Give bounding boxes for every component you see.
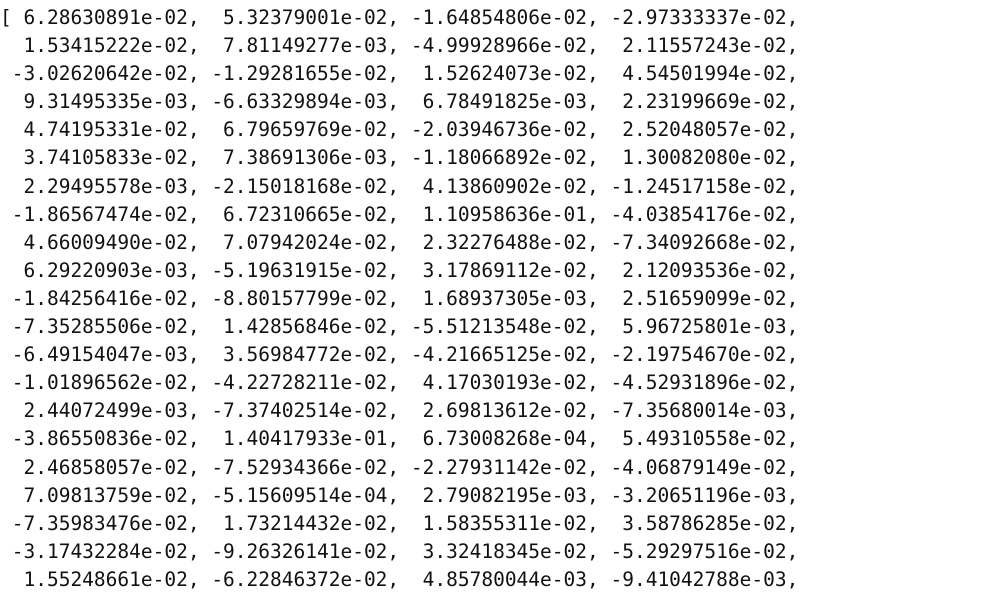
output-line: 6.29220903e-03, -5.19631915e-02, 3.17869… [0, 258, 799, 282]
output-line: 2.46858057e-02, -7.52934366e-02, -2.2793… [0, 455, 799, 479]
output-line: 1.55248661e-02, -6.22846372e-02, 4.85780… [0, 567, 799, 591]
output-line: 7.09813759e-02, -5.15609514e-04, 2.79082… [0, 483, 799, 507]
output-line: 2.29495578e-03, -2.15018168e-02, 4.13860… [0, 174, 799, 198]
output-line: -7.35983476e-02, 1.73214432e-02, 1.58355… [0, 511, 799, 535]
output-line: -1.86567474e-02, 6.72310665e-02, 1.10958… [0, 202, 799, 226]
output-line: 4.74195331e-02, 6.79659769e-02, -2.03946… [0, 118, 799, 142]
output-line: 1.53415222e-02, 7.81149277e-03, -4.99928… [0, 34, 799, 58]
output-line: 3.74105833e-02, 7.38691306e-03, -1.18066… [0, 146, 799, 170]
output-line: -3.02620642e-02, -1.29281655e-02, 1.5262… [0, 62, 799, 86]
output-line: [ 6.28630891e-02, 5.32379001e-02, -1.648… [0, 6, 799, 29]
output-line: 4.66009490e-02, 7.07942024e-02, 2.322764… [0, 230, 799, 254]
output-line: -7.35285506e-02, 1.42856846e-02, -5.5121… [0, 315, 799, 339]
output-line: -3.17432284e-02, -9.26326141e-02, 3.3241… [0, 539, 799, 563]
output-line: -1.84256416e-02, -8.80157799e-02, 1.6893… [0, 286, 799, 310]
output-line: 2.44072499e-03, -7.37402514e-02, 2.69813… [0, 399, 799, 423]
output-line: -6.49154047e-03, 3.56984772e-02, -4.2166… [0, 343, 799, 367]
output-line: -3.86550836e-02, 1.40417933e-01, 6.73008… [0, 427, 799, 451]
output-line: -1.01896562e-02, -4.22728211e-02, 4.1703… [0, 371, 799, 395]
output-line: 9.31495335e-03, -6.63329894e-03, 6.78491… [0, 90, 799, 114]
